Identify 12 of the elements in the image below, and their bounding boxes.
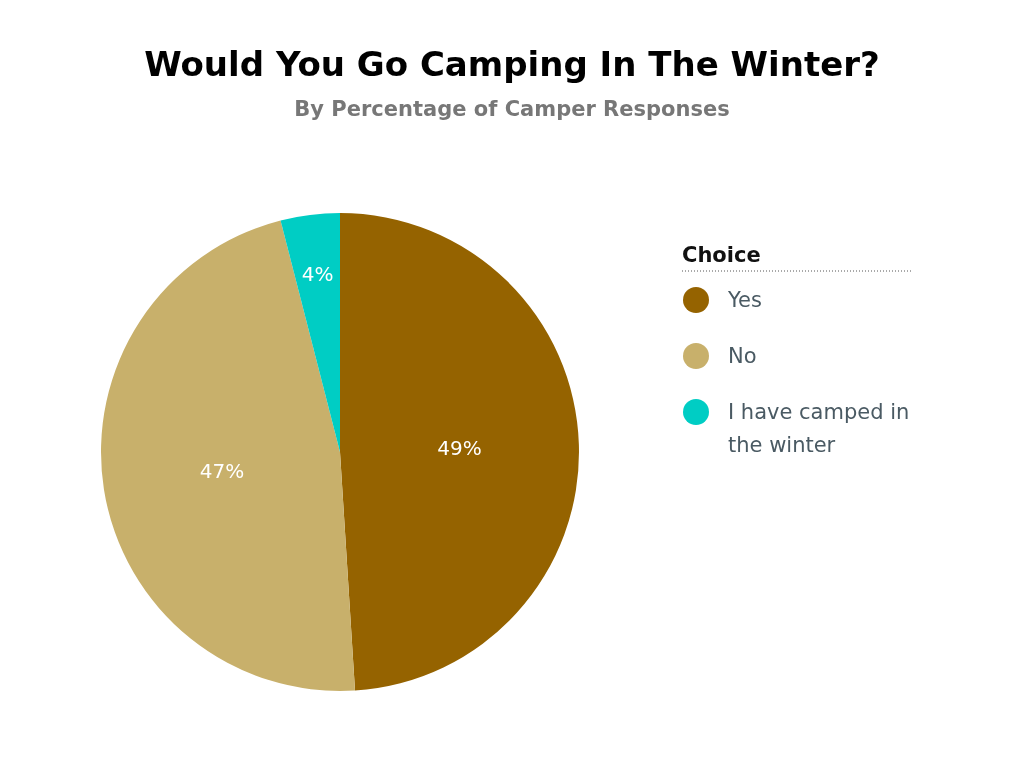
chart-title: Would You Go Camping In The Winter? <box>144 44 880 84</box>
pie-slice <box>101 220 356 691</box>
data-label: 49% <box>437 436 482 461</box>
pie-slice <box>280 213 340 452</box>
pie-slice <box>340 213 579 691</box>
legend-label: Yes <box>727 288 762 313</box>
data-label: 4% <box>301 262 334 287</box>
legend-title: Choice <box>682 243 761 267</box>
legend-label: No <box>728 344 757 369</box>
data-label: 47% <box>199 458 245 483</box>
chart-subtitle: By Percentage of Camper Responses <box>294 97 730 121</box>
legend-label: I have camped in the winter <box>728 400 910 458</box>
